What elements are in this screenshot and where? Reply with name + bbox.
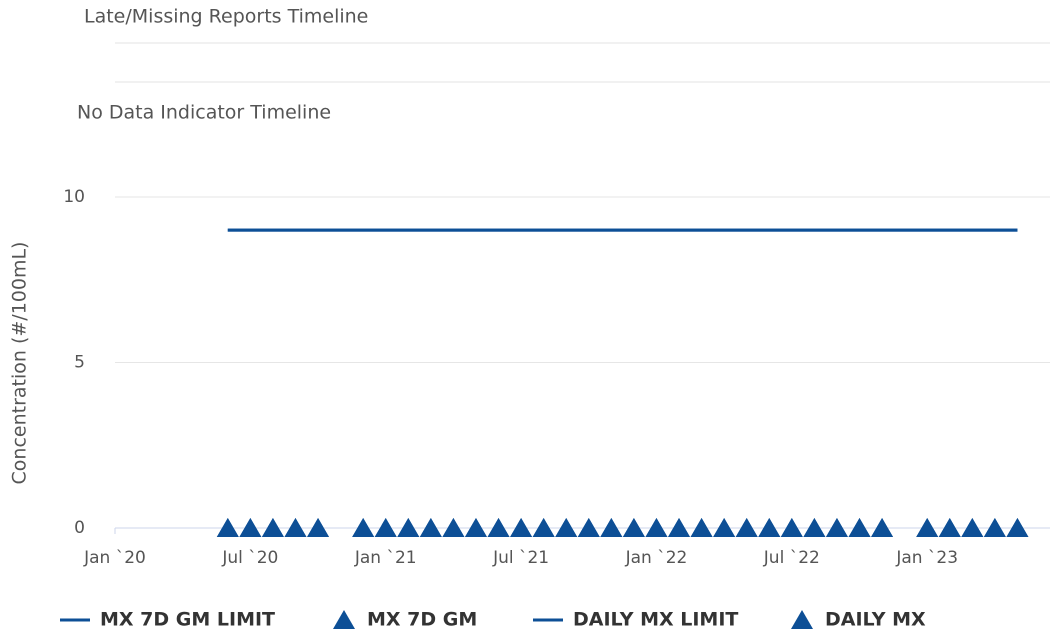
triangle-point: [600, 518, 623, 537]
y-axis-label: Concentration (#/100mL): [9, 242, 31, 485]
triangle-point: [758, 518, 781, 537]
triangle-point: [961, 518, 984, 537]
triangle-point: [419, 518, 442, 537]
y-tick-label: 0: [74, 518, 85, 538]
y-tick-label: 5: [74, 353, 85, 373]
legend-label: DAILY MX: [825, 609, 926, 631]
legend-label: MX 7D GM: [367, 609, 477, 631]
triangle-point: [645, 518, 668, 537]
triangle-point: [713, 518, 736, 537]
triangle-point: [307, 518, 330, 537]
triangle-point: [284, 518, 307, 537]
triangle-point: [577, 518, 600, 537]
timeline-title: Late/Missing Reports Timeline: [84, 6, 368, 28]
triangle-point: [668, 518, 691, 537]
triangle-point: [464, 518, 487, 537]
timeline-title: No Data Indicator Timeline: [77, 102, 331, 124]
triangle-point: [803, 518, 826, 537]
triangle-point: [352, 518, 375, 537]
triangle-point: [690, 518, 713, 537]
triangle-point: [239, 518, 262, 537]
triangle-point: [916, 518, 939, 537]
triangle-point: [622, 518, 645, 537]
triangle-point: [532, 518, 555, 537]
triangle-point: [1006, 518, 1029, 537]
x-tick-label: Jan `21: [354, 548, 417, 568]
triangle-point: [983, 518, 1006, 537]
triangle-point: [374, 518, 397, 537]
triangle-point: [938, 518, 961, 537]
legend-symbol: [791, 610, 813, 629]
triangle-point: [442, 518, 465, 537]
triangle-point: [397, 518, 420, 537]
x-tick-label: Jan `20: [83, 548, 146, 568]
x-tick-label: Jan `22: [625, 548, 688, 568]
triangle-point: [510, 518, 533, 537]
triangle-point: [216, 518, 239, 537]
legend-label: DAILY MX LIMIT: [573, 609, 738, 631]
triangle-point: [487, 518, 510, 537]
x-tick-label: Jul `21: [492, 548, 549, 568]
triangle-point: [261, 518, 284, 537]
triangle-point: [780, 518, 803, 537]
triangle-point: [848, 518, 871, 537]
x-tick-label: Jul `20: [221, 548, 278, 568]
triangle-point: [871, 518, 894, 537]
triangle-point: [735, 518, 758, 537]
y-tick-label: 10: [63, 187, 85, 207]
legend-symbol: [333, 610, 355, 629]
triangle-point: [825, 518, 848, 537]
legend-label: MX 7D GM LIMIT: [100, 609, 275, 631]
triangle-point: [555, 518, 578, 537]
x-tick-label: Jan `23: [895, 548, 958, 568]
x-tick-label: Jul `22: [763, 548, 820, 568]
